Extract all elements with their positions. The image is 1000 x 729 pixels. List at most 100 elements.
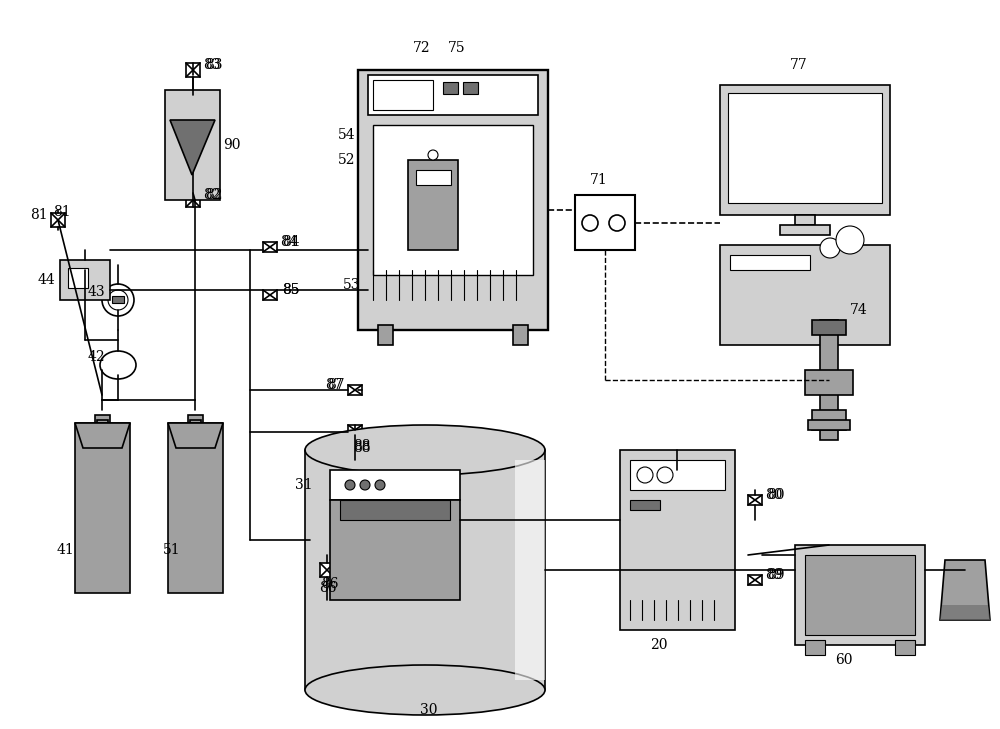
Text: 82: 82 <box>203 188 220 202</box>
Bar <box>348 425 362 435</box>
Bar <box>408 160 458 250</box>
Bar <box>112 296 124 303</box>
Bar <box>190 420 201 423</box>
Bar <box>368 75 538 115</box>
Bar <box>895 640 915 655</box>
Polygon shape <box>940 605 990 620</box>
Text: 84: 84 <box>280 235 298 249</box>
Ellipse shape <box>360 480 370 490</box>
Text: 80: 80 <box>765 488 782 502</box>
Bar <box>730 255 810 270</box>
Text: 30: 30 <box>420 703 438 717</box>
Ellipse shape <box>836 226 864 254</box>
Text: 31: 31 <box>295 478 313 492</box>
Bar <box>188 415 203 423</box>
Bar <box>373 80 433 110</box>
Polygon shape <box>170 120 215 175</box>
Ellipse shape <box>428 150 438 160</box>
Text: 82: 82 <box>205 188 222 202</box>
Bar <box>263 242 277 252</box>
Text: 53: 53 <box>343 278 360 292</box>
Bar <box>805 370 853 395</box>
Bar <box>720 85 890 215</box>
Bar <box>330 500 460 600</box>
Bar <box>416 170 451 185</box>
Bar <box>378 325 393 345</box>
Bar <box>186 63 200 77</box>
Text: 41: 41 <box>57 543 75 557</box>
Bar <box>348 385 362 395</box>
Bar <box>575 195 635 250</box>
Text: 87: 87 <box>325 378 343 392</box>
Bar <box>75 423 130 593</box>
Bar <box>97 420 108 423</box>
Polygon shape <box>305 450 545 690</box>
Bar <box>263 290 277 300</box>
Text: 86: 86 <box>319 581 336 595</box>
Text: 80: 80 <box>767 488 784 502</box>
Text: 85: 85 <box>282 283 300 297</box>
Ellipse shape <box>345 480 355 490</box>
Bar <box>780 225 830 235</box>
Text: 81: 81 <box>30 208 48 222</box>
Polygon shape <box>75 423 130 448</box>
Text: 88: 88 <box>353 441 370 455</box>
Text: 60: 60 <box>835 653 852 667</box>
Bar <box>513 325 528 345</box>
Bar <box>630 500 660 510</box>
Bar <box>168 423 223 593</box>
Ellipse shape <box>820 238 840 258</box>
Bar <box>795 545 925 645</box>
Bar <box>68 268 88 288</box>
Text: 52: 52 <box>338 153 356 167</box>
Text: 54: 54 <box>338 128 356 142</box>
Text: 51: 51 <box>163 543 181 557</box>
Text: 87: 87 <box>327 378 345 392</box>
Bar <box>808 420 850 430</box>
Text: 74: 74 <box>850 303 868 317</box>
Text: 83: 83 <box>203 58 220 72</box>
Bar <box>795 215 815 225</box>
Ellipse shape <box>100 351 136 379</box>
Bar <box>358 70 548 330</box>
Bar <box>748 575 762 585</box>
Bar <box>812 410 846 430</box>
Text: 89: 89 <box>767 568 784 582</box>
Text: 84: 84 <box>282 235 300 249</box>
Text: 44: 44 <box>38 273 56 287</box>
Bar <box>443 82 458 94</box>
Ellipse shape <box>102 284 134 316</box>
Bar <box>165 90 220 200</box>
Bar <box>812 320 846 335</box>
Text: 77: 77 <box>790 58 808 72</box>
Text: 75: 75 <box>448 41 466 55</box>
Bar <box>51 213 65 227</box>
Bar <box>463 82 478 94</box>
Ellipse shape <box>637 467 653 483</box>
Bar <box>60 260 110 300</box>
Bar <box>186 193 200 207</box>
Text: 72: 72 <box>413 41 431 55</box>
Text: 20: 20 <box>650 638 668 652</box>
Text: 90: 90 <box>223 138 240 152</box>
Ellipse shape <box>375 480 385 490</box>
Bar <box>728 93 882 203</box>
Polygon shape <box>940 560 990 620</box>
Ellipse shape <box>609 215 625 231</box>
Bar <box>620 450 735 630</box>
Ellipse shape <box>657 467 673 483</box>
Bar <box>95 415 110 423</box>
Polygon shape <box>168 423 223 448</box>
Ellipse shape <box>108 290 128 310</box>
Text: 43: 43 <box>88 285 106 299</box>
Text: 81: 81 <box>53 205 71 219</box>
Text: 83: 83 <box>205 58 222 72</box>
Text: 89: 89 <box>765 568 782 582</box>
Text: 85: 85 <box>282 283 300 297</box>
Polygon shape <box>515 460 545 680</box>
Ellipse shape <box>582 215 598 231</box>
Text: 42: 42 <box>88 350 106 364</box>
Bar <box>320 563 334 577</box>
Bar <box>805 640 825 655</box>
Bar <box>820 320 838 440</box>
